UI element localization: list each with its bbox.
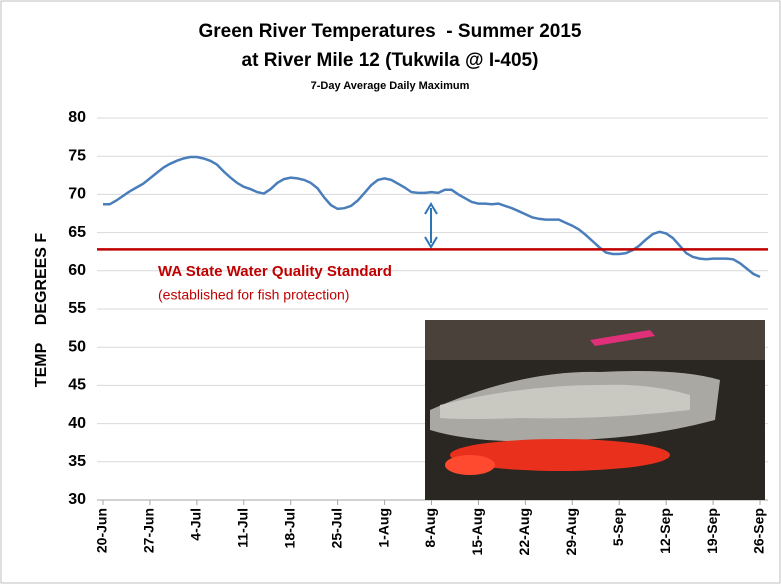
x-tick-label: 4-Jul	[188, 508, 204, 541]
photo	[425, 320, 765, 500]
y-tick-label: 60	[68, 262, 86, 279]
y-tick-label: 70	[68, 186, 86, 203]
y-tick-label: 50	[68, 338, 86, 355]
x-tick-label: 22-Aug	[516, 508, 532, 555]
chart-subtitle: at River Mile 12 (Tukwila @ I-405)	[242, 50, 539, 71]
y-tick-label: 40	[68, 415, 86, 432]
chart-title: Green River Temperatures - Summer 2015	[199, 21, 582, 42]
x-tick-label: 27-Jun	[141, 508, 157, 553]
x-tick-label: 26-Sep	[751, 508, 767, 554]
x-tick-label: 19-Sep	[704, 508, 720, 554]
reference-label: WA State Water Quality Standard	[158, 263, 392, 280]
y-axis-label: TEMP DEGREES F	[33, 233, 50, 388]
y-tick-label: 80	[68, 109, 86, 126]
y-tick-label: 35	[68, 453, 86, 470]
x-tick-label: 20-Jun	[94, 508, 110, 553]
chart: Green River Temperatures - Summer 2015 a…	[0, 0, 781, 584]
reference-note: (established for fish protection)	[158, 287, 349, 303]
x-tick-label: 18-Jul	[281, 508, 297, 548]
y-tick-label: 75	[68, 147, 86, 164]
x-tick-label: 12-Sep	[657, 508, 673, 554]
x-tick-label: 11-Jul	[234, 508, 250, 548]
x-tick-label: 1-Aug	[375, 508, 391, 548]
x-tick-label: 25-Jul	[328, 508, 344, 548]
x-tick-label: 8-Aug	[422, 508, 438, 548]
y-tick-label: 55	[68, 300, 86, 317]
chart-subtitle2: 7-Day Average Daily Maximum	[311, 80, 470, 92]
y-tick-label: 45	[68, 377, 86, 394]
x-tick-label: 15-Aug	[469, 508, 485, 555]
x-tick-label: 29-Aug	[563, 508, 579, 555]
y-tick-label: 30	[68, 491, 86, 508]
y-tick-label: 65	[68, 224, 86, 241]
x-tick-label: 5-Sep	[610, 508, 626, 546]
